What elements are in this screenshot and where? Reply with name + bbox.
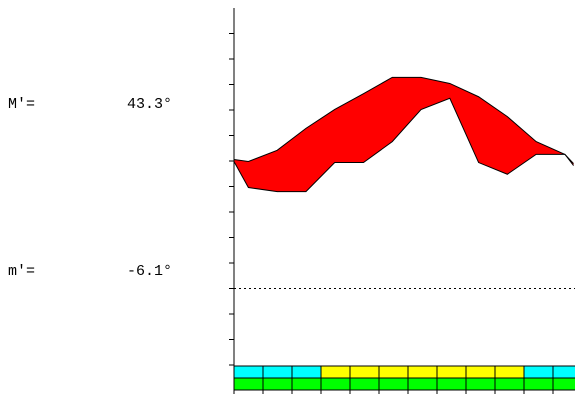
strip-cell [407,365,438,379]
strip-cell [378,377,409,391]
range-band [234,77,574,192]
strip-cell [262,377,293,391]
strip-cell [465,365,496,379]
min-label: m′= [8,263,35,280]
min-value: -6.1° [127,263,172,280]
range-edge [233,76,574,164]
strip-cell [262,365,293,379]
range-edge [233,97,574,193]
strip-cell [233,365,264,379]
strip-cell [494,377,525,391]
strip-cell [436,377,467,391]
strip-cell [523,365,554,379]
strip-cell [349,377,380,391]
max-value: 43.3° [127,96,172,113]
strip-cell [494,365,525,379]
strip-cell [552,377,575,391]
max-label: M′= [8,96,35,113]
strip-cell [465,377,496,391]
strip-cell [291,365,322,379]
strip-cell [407,377,438,391]
strip-cell [523,377,554,391]
strip-cell [320,365,351,379]
strip-cell [233,377,264,391]
strip-cell [349,365,380,379]
strip-cell [552,365,575,379]
strip-cell [436,365,467,379]
strip-cell [291,377,322,391]
strip-cell [320,377,351,391]
strip-cell [378,365,409,379]
